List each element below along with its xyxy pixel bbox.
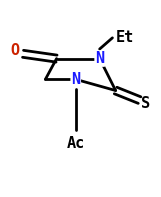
Text: S: S [141, 96, 151, 111]
Text: Et: Et [116, 30, 134, 45]
Text: N: N [71, 72, 80, 87]
Text: O: O [10, 43, 20, 58]
Text: N: N [95, 51, 104, 66]
Text: Ac: Ac [67, 136, 85, 151]
